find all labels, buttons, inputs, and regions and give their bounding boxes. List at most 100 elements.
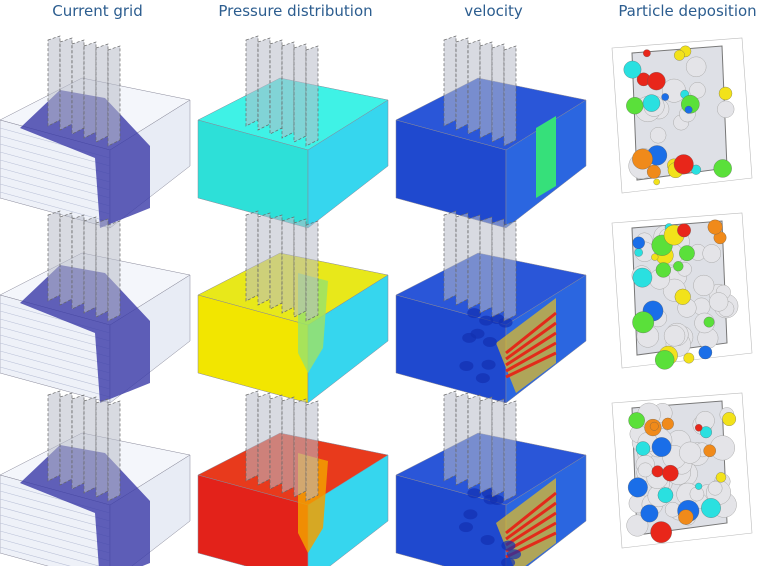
filter-plate	[107, 400, 121, 502]
filter-plate	[455, 37, 469, 131]
filter-plate	[281, 396, 295, 494]
gray-particle	[663, 325, 686, 347]
jet	[505, 321, 557, 361]
mesh-line	[0, 334, 111, 366]
bubble	[501, 540, 516, 551]
colored-particle	[661, 417, 674, 430]
colored-particle	[651, 253, 659, 261]
filter-plate	[491, 398, 505, 498]
filter-plate	[71, 214, 85, 310]
mesh-line	[0, 135, 111, 167]
gray-particle	[689, 82, 706, 99]
filter-plate	[503, 400, 517, 502]
filter-plate	[467, 214, 481, 310]
filter-plate	[83, 41, 97, 139]
panel	[611, 37, 753, 194]
gray-particle	[679, 441, 702, 464]
colored-particle	[703, 444, 716, 458]
colored-particle	[715, 472, 727, 483]
colored-particle	[677, 223, 691, 238]
colored-particle	[628, 412, 645, 429]
gray-particle	[685, 56, 707, 78]
colored-particle	[707, 219, 723, 235]
jet	[505, 341, 557, 373]
mesh-line	[0, 191, 111, 223]
colored-particle	[653, 178, 660, 186]
filter-plate	[245, 390, 259, 482]
bubble	[507, 549, 522, 560]
colored-particle	[695, 424, 703, 432]
mesh-line	[0, 490, 111, 522]
colored-particle	[650, 521, 672, 543]
mesh-line	[0, 310, 111, 342]
bubble	[480, 534, 495, 545]
gray-particle	[626, 514, 649, 537]
mesh-line	[0, 342, 111, 374]
colored-particle	[657, 487, 674, 503]
colored-particle	[661, 93, 669, 101]
block-side	[307, 454, 389, 566]
filter-plate	[467, 394, 481, 490]
filter-plate	[479, 396, 493, 494]
mesh-line	[0, 546, 71, 566]
colored-particle	[632, 148, 653, 170]
mesh-line	[0, 151, 111, 183]
filter-plate	[59, 37, 73, 131]
filter-plate	[245, 210, 259, 302]
filter-plate	[455, 212, 469, 306]
colored-particle	[640, 504, 659, 523]
colored-particle	[674, 49, 685, 61]
jet	[505, 331, 557, 367]
gray-particle	[693, 274, 715, 297]
panel	[197, 390, 389, 566]
colored-particle	[683, 352, 695, 364]
filter-plate	[257, 212, 271, 306]
colored-particle	[701, 498, 721, 518]
filter-plate	[47, 210, 61, 302]
colored-particle	[655, 262, 671, 278]
filter-plate	[83, 396, 97, 494]
panel	[197, 210, 389, 404]
filter-plate	[293, 218, 307, 318]
bubble	[463, 509, 478, 520]
gray-particle	[709, 292, 729, 312]
panel	[197, 35, 389, 229]
filter-plate	[281, 41, 295, 139]
mesh-line	[0, 514, 111, 546]
filter-plate	[479, 41, 493, 139]
filter-plate	[281, 216, 295, 314]
colored-particle	[632, 236, 645, 249]
gray-particle	[702, 244, 722, 263]
colored-particle	[722, 412, 737, 426]
block-side	[307, 99, 389, 229]
filter-plate	[479, 216, 493, 314]
filter-plate	[455, 392, 469, 486]
bubble	[467, 308, 482, 319]
colored-particle	[651, 465, 664, 478]
colored-particle	[673, 261, 684, 272]
filter-plate	[245, 35, 259, 127]
panel	[0, 35, 191, 229]
colored-particle	[698, 345, 713, 360]
gray-particle	[707, 480, 723, 496]
bubble	[470, 328, 485, 339]
mesh-line	[0, 358, 111, 390]
mesh-line	[0, 326, 111, 358]
velocity-region	[536, 116, 556, 198]
panel	[395, 210, 587, 404]
bubble	[459, 360, 474, 371]
filter-plate	[47, 390, 61, 482]
colored-particle	[703, 316, 715, 328]
filter-plate	[95, 398, 109, 498]
colored-particle	[643, 49, 651, 58]
colored-particle	[673, 154, 694, 175]
filter-plate	[503, 220, 517, 322]
colored-particle	[649, 421, 659, 431]
filter-plate	[443, 390, 457, 482]
panel	[395, 390, 587, 566]
jet	[505, 511, 557, 547]
filter-plate	[257, 392, 271, 486]
colored-particle	[635, 441, 651, 456]
